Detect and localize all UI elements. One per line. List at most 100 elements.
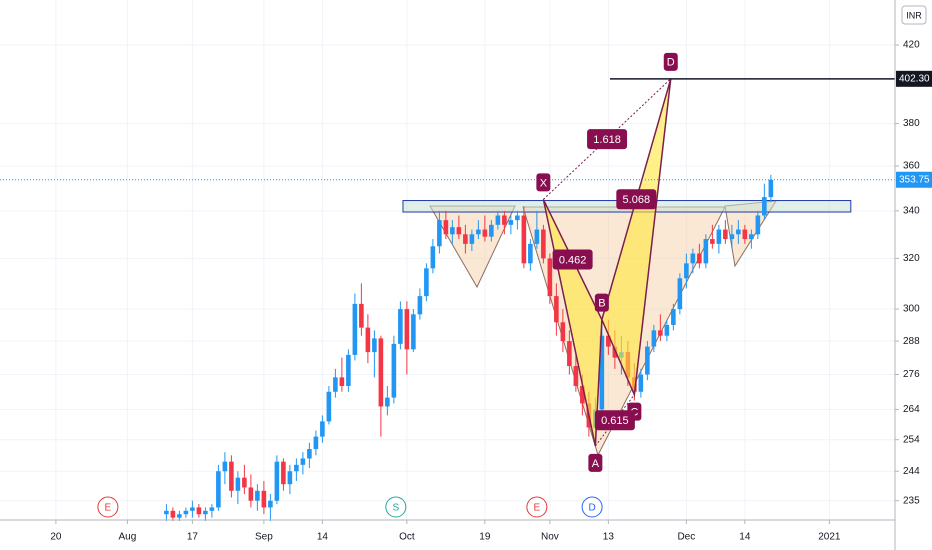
point-label-box: [594, 293, 609, 312]
ratio-box: [594, 410, 635, 431]
candle-body: [365, 327, 371, 353]
candle-body: [170, 510, 176, 518]
candle-body: [359, 303, 364, 328]
point-label-box: [588, 453, 603, 472]
event-label: E: [534, 503, 541, 514]
candle-body: [235, 477, 241, 491]
candle-body: [515, 215, 520, 221]
candle-body: [502, 215, 507, 225]
candle-body: [599, 335, 605, 410]
candle-body: [222, 461, 228, 472]
candle-body: [274, 461, 280, 501]
candle-body: [677, 278, 683, 310]
candle-body: [203, 510, 208, 515]
candle-body: [612, 346, 618, 358]
candle-body: [638, 374, 644, 392]
point-label-box: [536, 173, 551, 192]
candle-body: [580, 385, 585, 404]
x-tick-label: 2021: [818, 532, 841, 543]
candle-body: [255, 490, 260, 501]
y-tick-label: 288: [903, 336, 920, 347]
candle-body: [606, 335, 611, 347]
candle-body: [723, 229, 728, 240]
candle-body: [326, 391, 332, 422]
candle-body: [697, 253, 702, 264]
candle-body: [456, 227, 462, 235]
d-level-label: 402.30: [899, 73, 930, 84]
candle-body: [268, 500, 273, 508]
candle-body: [177, 514, 182, 518]
candle-body: [424, 268, 429, 297]
candle-body: [768, 179, 774, 198]
candle-body: [398, 309, 403, 344]
point-label-box: [663, 52, 678, 71]
point-label: X: [540, 177, 548, 189]
candle-body: [248, 487, 254, 501]
candle-body: [560, 322, 566, 342]
candle-body: [645, 346, 650, 375]
ratio-box: [616, 189, 657, 210]
candle-body: [736, 229, 741, 235]
candle-body: [658, 330, 663, 336]
candle-body: [443, 220, 449, 235]
x-tick-label: Dec: [677, 532, 695, 543]
candle-body: [762, 197, 767, 216]
candle-body: [554, 296, 559, 323]
candle-body: [710, 239, 715, 244]
candle-body: [476, 229, 481, 235]
candle-body: [651, 330, 657, 347]
candle-body: [417, 296, 423, 315]
candle-body: [391, 343, 397, 398]
candle-body: [313, 436, 319, 450]
candle-body: [671, 309, 676, 325]
x-tick-label: Sep: [255, 532, 273, 543]
candle-body: [567, 341, 572, 367]
ratio-label: 5.068: [623, 194, 651, 206]
candle-body: [547, 258, 553, 297]
candle-body: [229, 461, 234, 491]
x-tick-label: 14: [739, 532, 751, 543]
candle-body: [742, 229, 748, 240]
grid: [0, 0, 895, 520]
x-tick-label: Oct: [399, 532, 415, 543]
y-tick-label: 244: [903, 466, 920, 477]
last-price-box: [896, 171, 932, 188]
ratio-label: 0.615: [601, 415, 629, 427]
candle-body: [411, 314, 416, 350]
candle-body: [469, 234, 475, 244]
candle-body: [385, 397, 390, 407]
candle-body: [489, 224, 494, 237]
candle-body: [320, 421, 325, 437]
event-marker: [581, 496, 603, 518]
candle-body: [404, 309, 410, 350]
x-tick-label: 17: [187, 532, 199, 543]
event-label: E: [105, 503, 112, 514]
candle-body: [242, 477, 247, 488]
point-label: D: [667, 57, 675, 69]
candle-body: [495, 215, 501, 225]
y-tick-label: 380: [903, 118, 920, 129]
y-tick-label: 360: [903, 161, 920, 172]
candle-body: [261, 490, 267, 508]
candle-body: [729, 234, 735, 240]
y-tick-label: 420: [903, 40, 920, 51]
candle-body: [346, 354, 351, 386]
candle-body: [716, 229, 722, 244]
candle-body: [372, 338, 377, 353]
candle-body: [450, 227, 455, 235]
candle-body: [664, 324, 670, 336]
event-marker: [385, 496, 407, 518]
candle-body: [287, 471, 293, 485]
currency-box[interactable]: [901, 5, 927, 25]
candle-body: [196, 507, 202, 515]
y-tick-label: 300: [903, 304, 920, 315]
y-tick-label: 254: [903, 434, 920, 445]
candle-body: [437, 220, 442, 247]
candle-body: [281, 461, 286, 485]
y-tick-label: 340: [903, 205, 920, 216]
candle-body: [216, 471, 221, 508]
candle-body: [508, 220, 514, 225]
